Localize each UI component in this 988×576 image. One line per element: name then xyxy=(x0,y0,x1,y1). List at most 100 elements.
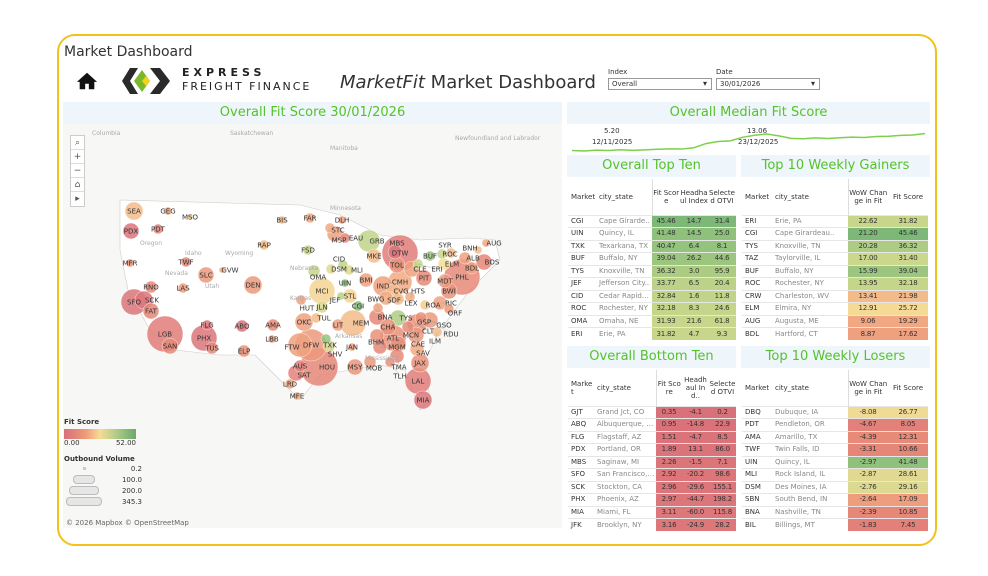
date-dropdown[interactable]: 30/01/2026 xyxy=(716,78,820,90)
market-bubble[interactable] xyxy=(358,272,374,288)
column-header[interactable]: Market xyxy=(745,192,770,201)
market-bubble[interactable] xyxy=(424,250,436,262)
table-row[interactable]: TYS Knoxville, TN 36.32 3.0 95.9 xyxy=(568,264,736,278)
search-icon[interactable]: ⌕ xyxy=(71,136,84,150)
fit-score-map[interactable]: SEA GEG PDX PDT MSO MFR TWF SLC GVW RNO SFO SCK FAT L… xyxy=(63,124,562,528)
table-row[interactable]: DBQ Dubuque, IA -8.08 26.77 xyxy=(742,405,928,419)
table-row[interactable]: ELM Elmira, NY 12.91 25.72 xyxy=(742,302,928,315)
market-bubble[interactable] xyxy=(235,319,249,333)
market-bubble[interactable] xyxy=(409,341,425,357)
table-row[interactable]: BIL Billings, MT -1.83 7.45 xyxy=(742,518,928,531)
table-row[interactable]: TYS Knoxville, TN 20.28 36.32 xyxy=(742,239,928,253)
index-dropdown[interactable]: Overall xyxy=(608,78,712,90)
table-row[interactable]: ERI Erie, PA 22.62 31.82 xyxy=(742,214,928,228)
market-bubble[interactable] xyxy=(267,334,277,344)
table-row[interactable]: OMA Omaha, NE 31.93 21.6 61.8 xyxy=(568,314,736,328)
table-row[interactable]: DSM Des Moines, IA -2.76 29.16 xyxy=(742,480,928,494)
market-bubble[interactable] xyxy=(124,201,144,221)
table-row[interactable]: FLG Flagstaff, AZ 1.51 -4.7 8.5 xyxy=(568,430,736,444)
market-bubble[interactable] xyxy=(152,223,164,235)
play-arrow-icon[interactable]: ▸ xyxy=(75,194,80,204)
market-bubble[interactable] xyxy=(287,332,313,358)
table-row[interactable]: SBN South Bend, IN -2.64 17.09 xyxy=(742,493,928,506)
market-bubble[interactable] xyxy=(186,213,194,221)
plus-icon[interactable]: + xyxy=(71,150,84,164)
column-header[interactable]: city_state xyxy=(775,383,809,392)
market-bubble[interactable] xyxy=(473,245,483,255)
market-bubble[interactable] xyxy=(205,341,219,355)
market-bubble[interactable] xyxy=(258,239,270,251)
table-row[interactable]: CGI Cape Girardeau.. 21.20 45.46 xyxy=(742,227,928,240)
market-bubble[interactable] xyxy=(304,212,316,224)
minus-icon[interactable]: − xyxy=(71,164,84,178)
table-row[interactable]: AMA Amarillo, TX -4.39 12.31 xyxy=(742,430,928,444)
market-bubble[interactable] xyxy=(331,318,345,332)
market-bubble[interactable] xyxy=(443,303,455,315)
market-bubble[interactable] xyxy=(366,248,382,264)
table-row[interactable]: PHX Phoenix, AZ 2.97 -44.7 198.2 xyxy=(568,493,736,506)
market-bubble[interactable] xyxy=(277,215,287,225)
column-header[interactable]: Headhaul Index xyxy=(680,188,708,205)
market-bubble[interactable] xyxy=(243,275,263,295)
market-bubble[interactable] xyxy=(340,278,350,288)
market-bubble[interactable] xyxy=(337,215,347,225)
column-header[interactable]: Market xyxy=(745,383,770,392)
market-bubble[interactable] xyxy=(218,266,226,274)
column-header[interactable]: Market xyxy=(571,379,593,396)
table-row[interactable]: TWF Twin Falls, ID -3.31 10.66 xyxy=(742,443,928,456)
column-header[interactable]: Market xyxy=(571,192,596,201)
market-bubble[interactable] xyxy=(310,312,322,324)
table-row[interactable]: UIN Quincy, IL 41.48 14.5 25.0 xyxy=(568,227,736,240)
market-bubble[interactable] xyxy=(347,342,357,352)
market-bubble[interactable] xyxy=(315,300,329,314)
market-bubble[interactable] xyxy=(161,337,179,355)
table-row[interactable]: PDT Pendleton, OR -4.67 8.05 xyxy=(742,418,928,431)
market-bubble[interactable] xyxy=(363,355,377,369)
column-header[interactable]: city_state xyxy=(599,192,633,201)
table-row[interactable]: ROC Rochester, NY 32.18 8.3 24.6 xyxy=(568,302,736,315)
table-row[interactable]: MBS Saginaw, MI 2.26 -1.5 7.1 xyxy=(568,455,736,469)
market-bubble[interactable] xyxy=(197,266,215,284)
market-bubble[interactable] xyxy=(325,263,337,275)
market-bubble[interactable] xyxy=(320,333,332,345)
market-bubble[interactable] xyxy=(307,264,321,278)
column-header[interactable]: WoW Change in Fit xyxy=(847,179,888,215)
home-icon[interactable] xyxy=(76,70,98,92)
market-bubble[interactable] xyxy=(419,299,431,311)
market-bubble[interactable] xyxy=(180,256,192,268)
market-bubble[interactable] xyxy=(293,359,307,373)
table-row[interactable]: CRW Charleston, WV 13.41 21.98 xyxy=(742,289,928,303)
table-row[interactable]: UIN Quincy, IL -2.97 41.48 xyxy=(742,455,928,469)
market-bubble[interactable] xyxy=(475,253,493,271)
table-row[interactable]: SFO San Francisco, CA 2.92 -20.2 98.6 xyxy=(568,468,736,481)
table-row[interactable]: PDX Portland, OR 1.89 13.1 86.0 xyxy=(568,443,736,456)
market-bubble[interactable] xyxy=(437,273,453,289)
market-bubble[interactable] xyxy=(336,291,346,301)
table-row[interactable]: AUG Augusta, ME 9.06 19.29 xyxy=(742,314,928,328)
market-bubble[interactable] xyxy=(343,264,355,276)
market-bubble[interactable] xyxy=(284,378,296,390)
column-header[interactable]: city_state xyxy=(597,383,631,392)
column-header[interactable]: Headhaul Ind.. xyxy=(684,375,707,400)
market-bubble[interactable] xyxy=(142,302,160,320)
column-header[interactable]: Fit Score xyxy=(892,383,924,392)
market-bubble[interactable] xyxy=(458,251,472,265)
table-row[interactable]: BNA Nashville, TN -2.39 10.85 xyxy=(742,505,928,519)
column-header[interactable]: Fit Score xyxy=(651,179,680,215)
column-header[interactable]: city_state xyxy=(775,192,809,201)
market-bubble[interactable] xyxy=(144,280,158,294)
table-row[interactable]: MIA Miami, FL 3.11 -60.0 115.8 xyxy=(568,505,736,519)
reset-home-icon[interactable]: ⌂ xyxy=(71,178,84,192)
market-bubble[interactable] xyxy=(481,238,491,248)
market-bubble[interactable] xyxy=(415,269,433,287)
table-row[interactable]: TAZ Taylorville, IL 17.00 31.40 xyxy=(742,252,928,265)
market-bubble[interactable] xyxy=(201,319,213,331)
column-header[interactable]: Selected OTVI xyxy=(709,379,736,396)
market-bubble[interactable] xyxy=(346,358,364,376)
market-bubble[interactable] xyxy=(292,391,302,401)
market-bubble[interactable] xyxy=(465,261,479,275)
column-header[interactable]: Fit Score xyxy=(892,192,924,201)
column-header[interactable]: Selected OTVI xyxy=(709,188,735,205)
table-row[interactable]: GJT Grand Jct, CO 0.35 -4.1 0.2 xyxy=(568,405,736,419)
column-header[interactable]: WoW Change in Fit xyxy=(847,370,888,406)
